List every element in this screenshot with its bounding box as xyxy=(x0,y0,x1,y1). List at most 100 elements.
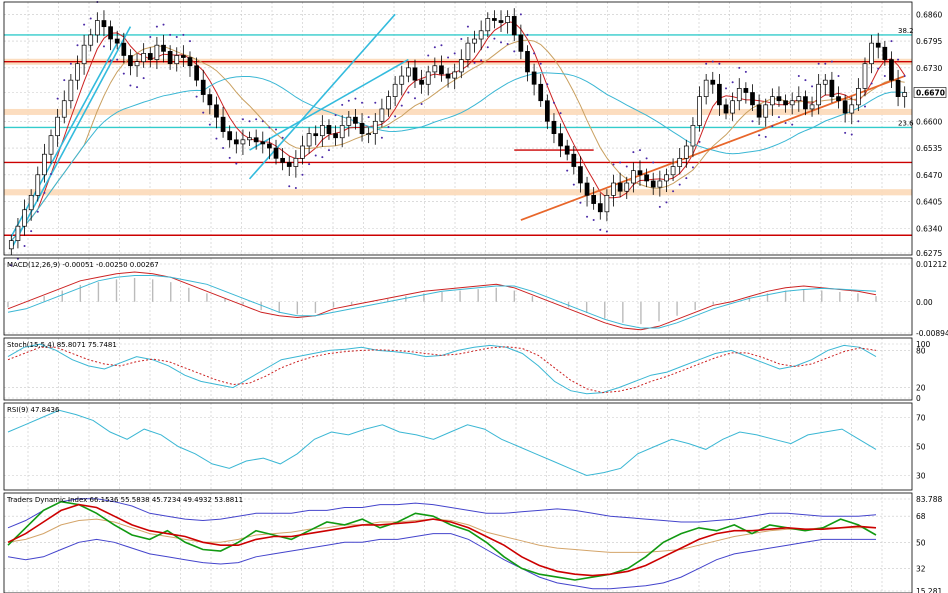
candle-body-36 xyxy=(247,137,252,141)
sar-dot-31 xyxy=(215,137,218,140)
sar-dot-87 xyxy=(586,215,589,218)
sar-dot-60 xyxy=(407,91,410,94)
candle-body-35 xyxy=(240,139,246,145)
moving-average-5 xyxy=(10,21,906,241)
candle-body-104 xyxy=(697,96,702,126)
candle-body-33 xyxy=(227,131,233,141)
candle-body-127 xyxy=(849,104,855,114)
candle-body-71 xyxy=(478,30,484,40)
candle-body-93 xyxy=(624,182,630,192)
sar-dot-64 xyxy=(433,46,436,49)
candle-body-39 xyxy=(267,143,272,149)
sar-dot-91 xyxy=(612,163,615,166)
panel-frame-macd xyxy=(3,257,913,336)
tick-label-price-7: 0.6405 xyxy=(916,198,942,207)
candlesticks xyxy=(8,1,908,267)
sar-dot-21 xyxy=(149,35,152,38)
tick-label-macd-0: 0.01212 xyxy=(916,260,947,269)
candle-body-95 xyxy=(637,170,643,176)
sar-dot-7 xyxy=(56,97,59,100)
sar-dot-23 xyxy=(162,23,165,26)
sar-dot-100 xyxy=(672,190,675,193)
tick-label-tdi-3: 32 xyxy=(916,564,926,573)
candle-body-46 xyxy=(313,133,319,137)
candle-body-56 xyxy=(379,108,385,122)
sar-dot-20 xyxy=(142,77,145,80)
candle-body-107 xyxy=(717,83,722,106)
sar-dot-25 xyxy=(175,35,178,38)
candle-body-116 xyxy=(776,96,782,102)
sar-dot-120 xyxy=(804,79,807,82)
candle-body-90 xyxy=(604,194,610,213)
sar-dot-8 xyxy=(63,79,66,82)
tick-label-tdi-2: 50 xyxy=(916,538,926,547)
sar-dot-79 xyxy=(533,52,536,55)
candle-body-66 xyxy=(445,73,451,79)
sar-dot-52 xyxy=(354,97,357,100)
sar-dot-116 xyxy=(777,116,780,119)
candle-body-112 xyxy=(750,92,755,106)
sar-dot-33 xyxy=(228,156,231,159)
sar-dot-28 xyxy=(195,95,198,98)
price-axis: 0.6860 0.6795 0.6730 0.6670 0.6600 0.6535 0.64… xyxy=(913,10,948,593)
candle-body-50 xyxy=(339,125,345,139)
sar-dot-83 xyxy=(559,112,562,115)
sar-dot-107 xyxy=(718,62,721,65)
sar-dot-124 xyxy=(830,60,833,63)
candle-body-44 xyxy=(300,145,305,159)
candle-body-41 xyxy=(280,157,285,163)
tick-label-rsi-1: 50 xyxy=(916,443,926,452)
panel-frames xyxy=(3,1,913,593)
sar-dot-44 xyxy=(301,173,304,176)
sar-dot-57 xyxy=(387,126,390,129)
sar-dot-77 xyxy=(519,13,522,16)
candle-body-2 xyxy=(22,209,27,227)
sar-dot-19 xyxy=(136,86,139,89)
candle-body-55 xyxy=(372,120,378,134)
rsi-line-rsi xyxy=(7,409,877,477)
sar-dot-88 xyxy=(592,219,595,222)
candle-body-102 xyxy=(683,145,689,159)
sar-dot-109 xyxy=(731,81,734,84)
sar-dot-16 xyxy=(116,58,119,61)
sar-dot-36 xyxy=(248,120,251,123)
candle-body-114 xyxy=(763,104,769,118)
candle-body-78 xyxy=(525,51,530,73)
candle-body-121 xyxy=(809,104,815,110)
candle-body-63 xyxy=(425,71,431,85)
sar-dot-98 xyxy=(658,205,661,208)
candle-body-109 xyxy=(730,100,735,114)
channel-label-0: 38.2 xyxy=(898,27,914,35)
candle-body-43 xyxy=(293,157,299,167)
sar-dot-130 xyxy=(870,82,873,85)
candle-body-85 xyxy=(571,153,577,167)
sar-dot-135 xyxy=(903,75,906,78)
sar-dot-111 xyxy=(744,70,747,73)
sar-dot-115 xyxy=(771,125,774,128)
candle-body-11 xyxy=(81,44,87,65)
candle-body-34 xyxy=(233,139,239,145)
sar-dot-94 xyxy=(632,151,635,154)
candle-body-96 xyxy=(644,174,649,182)
candle-body-14 xyxy=(101,20,107,28)
grid-lines xyxy=(4,2,912,593)
candle-body-76 xyxy=(511,16,517,36)
sar-dot-122 xyxy=(817,62,820,65)
sar-dot-95 xyxy=(638,149,641,152)
tick-label-tdi-4: 15.281 xyxy=(916,587,942,593)
panel-title-stoch: Stoch(15,5,4) 85.8071 75.7481 xyxy=(7,341,117,349)
sar-dot-6 xyxy=(50,172,53,175)
horizontal-levels xyxy=(4,34,912,236)
tick-label-price-4: 0.6600 xyxy=(916,117,942,126)
sar-dot-70 xyxy=(473,61,476,64)
sar-dot-119 xyxy=(797,75,800,78)
candle-body-118 xyxy=(789,100,795,106)
candle-body-42 xyxy=(286,162,292,167)
candle-body-73 xyxy=(492,18,497,21)
indicator-lines xyxy=(7,13,906,590)
candle-body-58 xyxy=(392,83,398,97)
channel-line-3 xyxy=(249,58,409,151)
candle-body-31 xyxy=(214,104,219,118)
candle-body-19 xyxy=(134,61,140,67)
candle-body-38 xyxy=(260,141,266,145)
